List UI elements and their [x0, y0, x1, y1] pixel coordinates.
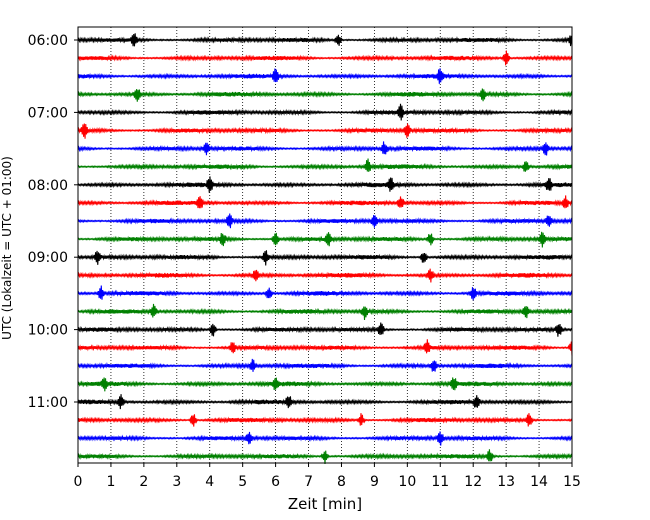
x-tick-label: 4 — [205, 474, 214, 490]
trace-0600 — [77, 33, 573, 47]
x-tick-label: 3 — [172, 474, 181, 490]
trace-1000 — [77, 322, 573, 337]
x-tick-label: 11 — [431, 474, 449, 490]
y-tick-label: 09:00 — [28, 250, 68, 266]
trace-0845 — [77, 231, 573, 248]
x-tick-label: 0 — [74, 474, 83, 490]
trace-0930 — [77, 285, 573, 301]
y-tick-label: 06:00 — [28, 33, 68, 49]
x-tick-label: 7 — [304, 474, 313, 490]
x-tick-label: 13 — [497, 474, 515, 490]
trace-0715 — [77, 123, 573, 139]
x-tick-label: 8 — [337, 474, 346, 490]
trace-0915 — [77, 268, 573, 283]
trace-0815 — [77, 195, 573, 209]
x-tick-label: 2 — [139, 474, 148, 490]
grid-layer — [110, 27, 540, 463]
trace-0945 — [77, 303, 573, 321]
trace-1145 — [77, 449, 573, 464]
trace-0830 — [77, 213, 573, 229]
y-tick-label: 08:00 — [28, 178, 68, 194]
traces-layer — [77, 33, 573, 464]
x-tick-label: 15 — [563, 474, 581, 490]
trace-1100 — [77, 394, 573, 410]
y-tick-label: 10:00 — [28, 323, 68, 339]
x-tick-label: 14 — [530, 474, 548, 490]
x-axis-label: Zeit [min] — [288, 495, 362, 513]
trace-0645 — [77, 88, 573, 102]
x-tick-label: 6 — [271, 474, 280, 490]
x-tick-label: 9 — [370, 474, 379, 490]
trace-0745 — [77, 158, 573, 172]
y-axis-label: UTC (Lokalzeit = UTC + 01:00) — [0, 156, 14, 340]
plot-frame — [77, 26, 573, 464]
x-tick-label: 5 — [238, 474, 247, 490]
trace-0700 — [77, 103, 573, 121]
trace-0800 — [77, 176, 573, 193]
trace-0615 — [77, 50, 573, 66]
y-tick-label: 11:00 — [28, 395, 68, 411]
x-tick-label: 10 — [398, 474, 416, 490]
trace-1045 — [77, 377, 573, 392]
trace-1130 — [77, 431, 573, 446]
x-tick-label: 12 — [464, 474, 482, 490]
y-tick-label: 07:00 — [28, 105, 68, 121]
trace-0630 — [77, 68, 573, 84]
trace-1015 — [77, 339, 573, 356]
trace-0730 — [77, 141, 573, 156]
trace-1115 — [77, 413, 573, 427]
y-ticks: 06:00 07:00 08:00 09:00 10:00 11:00 — [28, 33, 78, 411]
trace-1030 — [77, 358, 573, 372]
x-tick-label: 1 — [106, 474, 115, 490]
trace-0900 — [77, 250, 573, 266]
x-ticks: 0 1 2 3 4 5 6 7 8 9 10 11 12 13 14 15 — [74, 463, 581, 490]
